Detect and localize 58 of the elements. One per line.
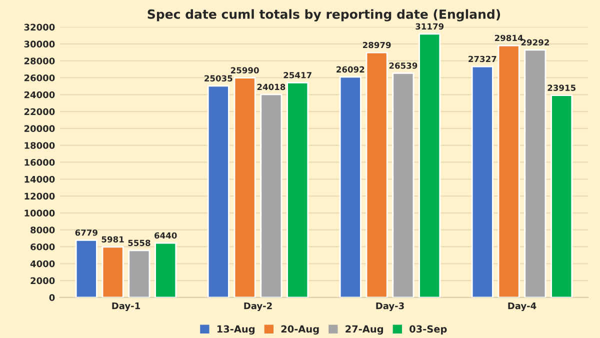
y-tick-label: 16000 <box>24 158 55 166</box>
bar <box>102 246 124 298</box>
legend-label: 27-Aug <box>346 325 383 335</box>
bar <box>207 85 230 298</box>
data-label: 25990 <box>230 67 259 74</box>
bar <box>128 250 150 298</box>
bar <box>471 66 494 298</box>
bar <box>234 77 256 298</box>
legend-label: 03-Sep <box>410 325 447 335</box>
bar <box>339 76 362 298</box>
bar <box>366 52 388 298</box>
data-label: 25417 <box>284 72 312 78</box>
data-label: 25035 <box>204 75 232 82</box>
y-tick-label: 20000 <box>24 125 55 132</box>
y-tick-label: 14000 <box>24 176 55 183</box>
chart-title: Spec date cuml totals by reporting date (England) <box>148 9 500 22</box>
bar <box>392 72 414 298</box>
data-label: 5981 <box>102 236 124 243</box>
data-label: 24018 <box>257 84 286 90</box>
bar <box>286 82 309 298</box>
data-label: 23915 <box>548 84 576 91</box>
bar <box>524 49 546 298</box>
data-label: 26539 <box>389 62 418 69</box>
y-tick-label: 0 <box>49 294 55 301</box>
bar <box>498 44 520 298</box>
x-tick-label: Day-4 <box>508 302 536 312</box>
bar <box>75 239 98 298</box>
data-label: 5558 <box>128 240 150 246</box>
bar <box>550 94 573 298</box>
y-tick-label: 8000 <box>30 226 55 234</box>
legend-label: 13-Aug <box>217 325 255 335</box>
bar <box>154 242 177 298</box>
data-label: 6779 <box>75 229 98 236</box>
y-tick-label: 6000 <box>30 243 55 250</box>
y-tick-label: 10000 <box>24 210 55 216</box>
data-label: 27327 <box>468 56 496 62</box>
y-tick-label: 32000 <box>24 24 55 31</box>
data-label: 26092 <box>336 66 364 73</box>
legend-label: 20-Aug <box>281 325 319 335</box>
y-tick-label: 2000 <box>30 277 55 284</box>
x-tick-label: Day-1 <box>112 302 140 312</box>
data-label: 29814 <box>494 34 523 42</box>
y-tick-label: 18000 <box>24 142 55 149</box>
bar <box>418 33 441 298</box>
y-tick-label: 22000 <box>24 108 55 116</box>
bar <box>260 94 282 298</box>
data-label: 29292 <box>521 39 549 46</box>
y-tick-label: 12000 <box>24 192 55 200</box>
y-tick-label: 30000 <box>24 40 55 48</box>
x-tick-label: Day-2 <box>244 302 272 312</box>
y-tick-label: 26000 <box>24 74 55 82</box>
y-tick-label: 4000 <box>30 260 55 268</box>
data-label: 28979 <box>362 42 391 48</box>
y-tick-label: 28000 <box>24 58 55 64</box>
y-tick-label: 24000 <box>24 91 55 98</box>
x-tick-label: Day-3 <box>376 302 404 312</box>
data-label: 31179 <box>416 23 444 30</box>
data-label: 6440 <box>154 232 177 239</box>
